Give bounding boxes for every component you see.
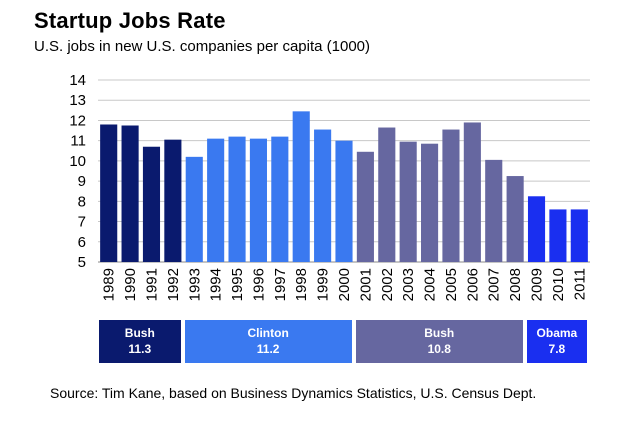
x-tick-label-2010: 2010: [550, 268, 567, 301]
x-tick-label-2005: 2005: [443, 268, 460, 301]
x-tick-label-2011: 2011: [571, 268, 588, 300]
bar-2010: [549, 209, 567, 262]
x-tick-label-1999: 1999: [315, 268, 332, 301]
bar-1998: [292, 111, 310, 262]
x-tick-label-2008: 2008: [507, 268, 524, 301]
bar-2009: [527, 196, 546, 262]
y-tick-label-10: 10: [69, 153, 86, 170]
x-tick-label-1992: 1992: [165, 268, 182, 301]
x-tick-label-1991: 1991: [143, 268, 160, 301]
x-tick-label-1989: 1989: [101, 268, 118, 301]
bar-2000: [335, 140, 353, 262]
era-name: Clinton: [247, 326, 289, 340]
x-tick-label-1997: 1997: [272, 268, 289, 301]
x-tick-label-2002: 2002: [379, 268, 396, 301]
source-note: Source: Tim Kane, based on Business Dyna…: [50, 385, 537, 401]
bar-1992: [164, 139, 182, 262]
bar-1995: [228, 136, 246, 262]
bar-2008: [506, 176, 524, 262]
era-box-bush-0: Bush 11.3: [99, 320, 181, 363]
era-box-bush-2: Bush 10.8: [355, 320, 523, 363]
bar-2007: [485, 159, 503, 262]
x-tick-label-1993: 1993: [186, 268, 203, 301]
chart-subtitle: U.S. jobs in new U.S. companies per capi…: [34, 38, 370, 55]
bar-1996: [249, 138, 267, 262]
x-tick-label-2003: 2003: [400, 268, 417, 301]
era-average: 11.2: [256, 342, 280, 356]
x-tick-label-2000: 2000: [336, 268, 353, 301]
y-tick-label-8: 8: [78, 193, 86, 210]
era-box-obama-3: Obama 7.8: [526, 320, 587, 363]
y-tick-label-7: 7: [78, 214, 86, 231]
bar-2001: [356, 151, 374, 262]
bar-1991: [142, 146, 161, 262]
bar-2003: [399, 141, 417, 262]
era-average: 7.8: [548, 342, 566, 356]
x-tick-label-2001: 2001: [357, 268, 374, 301]
era-name: Bush: [424, 326, 455, 340]
era-average: 10.8: [427, 342, 451, 356]
y-tick-label-13: 13: [69, 92, 86, 109]
y-tick-label-12: 12: [69, 112, 86, 129]
y-tick-label-14: 14: [69, 72, 86, 89]
x-tick-label-1994: 1994: [208, 268, 225, 301]
bar-2005: [442, 129, 460, 262]
bar-2002: [378, 127, 396, 263]
x-tick-label-1998: 1998: [293, 268, 310, 301]
bar-1997: [271, 136, 289, 262]
x-tick-label-2006: 2006: [464, 268, 481, 301]
x-tick-label-2004: 2004: [422, 268, 439, 301]
bar-1993: [185, 156, 203, 262]
era-name: Bush: [124, 326, 155, 340]
x-tick-label-1995: 1995: [229, 268, 246, 301]
bar-1999: [314, 129, 332, 262]
era-name: Obama: [536, 326, 578, 340]
x-tick-label-2009: 2009: [529, 268, 546, 301]
y-tick-label-5: 5: [78, 254, 86, 271]
bar-1994: [207, 138, 225, 262]
bar-2004: [421, 143, 439, 262]
x-tick-label-2007: 2007: [486, 268, 503, 301]
y-tick-label-6: 6: [78, 234, 86, 251]
chart-title: Startup Jobs Rate: [34, 8, 226, 33]
bar-1989: [100, 124, 118, 262]
x-tick-label-1996: 1996: [250, 268, 267, 301]
y-tick-label-11: 11: [70, 133, 86, 150]
bar-2006: [463, 122, 481, 262]
era-average: 11.3: [128, 342, 152, 356]
x-tick-label-1990: 1990: [122, 268, 139, 301]
y-tick-label-9: 9: [78, 173, 86, 190]
era-box-clinton-1: Clinton 11.2: [184, 320, 352, 363]
bar-2011: [570, 209, 588, 262]
bar-1990: [121, 125, 139, 262]
